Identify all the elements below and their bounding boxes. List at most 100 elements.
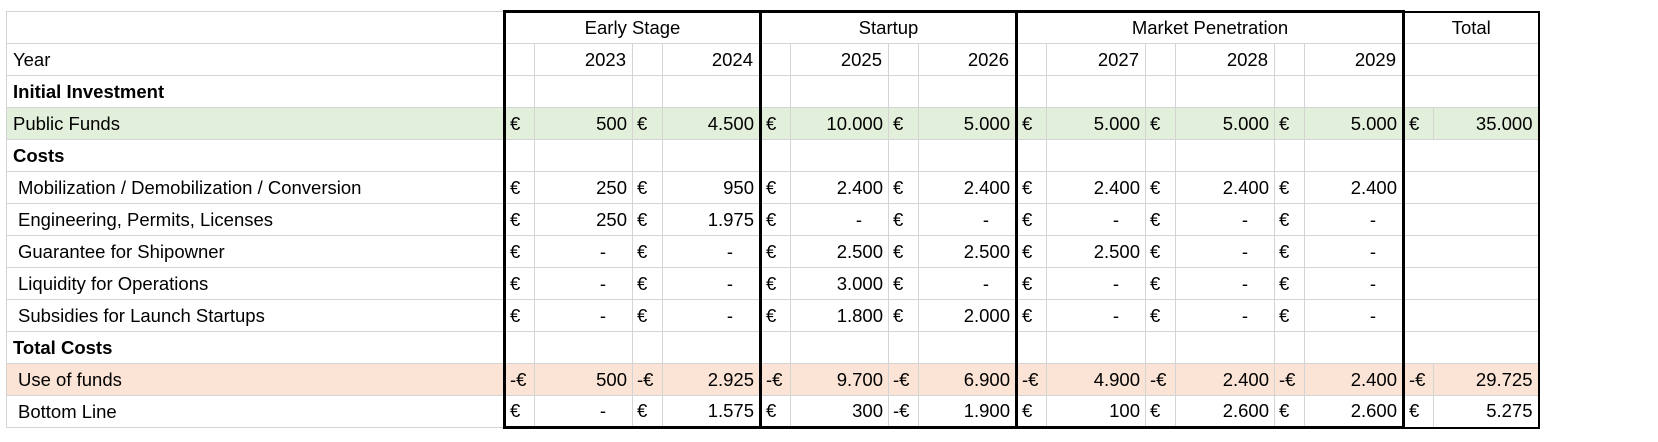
- currency-cell: €: [503, 395, 535, 429]
- currency-cell: €: [503, 171, 535, 204]
- currency-cell: €: [503, 203, 535, 236]
- currency-cell: -€: [759, 363, 791, 396]
- empty-cell: [1304, 139, 1405, 172]
- empty-cell: [918, 139, 1018, 172]
- value-cell: 950: [662, 171, 762, 204]
- currency-cell: €: [1145, 395, 1176, 429]
- currency-cell: €: [1274, 299, 1305, 332]
- currency-cell: €: [632, 107, 663, 140]
- currency-cell: €: [503, 107, 535, 140]
- total-currency-cell: €: [1402, 107, 1434, 140]
- row-subsidies: Subsidies for Launch Startups € - € - €1.800 €…: [6, 299, 1540, 332]
- empty-cell: [534, 139, 633, 172]
- year-cur-spacer: [503, 43, 535, 76]
- value-cell: 1.900: [918, 395, 1018, 429]
- year-2028: 2028: [1175, 43, 1275, 76]
- year-2027: 2027: [1046, 43, 1146, 76]
- row-mobilization: Mobilization / Demobilization / Conversi…: [6, 171, 1540, 204]
- value-cell: 2.000: [918, 299, 1018, 332]
- currency-cell: €: [1015, 395, 1047, 429]
- empty-cell: [888, 139, 919, 172]
- value-cell: -: [1304, 235, 1405, 268]
- row-public_funds: Public Funds €500 €4.500 €10.000 €5.000 €5.00…: [6, 107, 1540, 140]
- value-cell: 5.000: [918, 107, 1018, 140]
- value-cell: 9.700: [790, 363, 889, 396]
- row-label-engineering: Engineering, Permits, Licenses: [6, 203, 505, 236]
- value-cell: 2.600: [1304, 395, 1405, 429]
- currency-cell: €: [888, 203, 919, 236]
- currency-cell: €: [1015, 203, 1047, 236]
- value-cell: -: [534, 299, 633, 332]
- value-cell: 500: [534, 363, 633, 396]
- year-2025: 2025: [790, 43, 889, 76]
- value-cell: -: [534, 267, 633, 300]
- empty-cell: [918, 75, 1018, 108]
- currency-cell: €: [888, 235, 919, 268]
- value-cell: 2.925: [662, 363, 762, 396]
- empty-cell: [632, 139, 663, 172]
- value-cell: 5.000: [1304, 107, 1405, 140]
- value-cell: 2.400: [1304, 171, 1405, 204]
- value-cell: -: [1175, 203, 1275, 236]
- corner-cell: [6, 11, 505, 44]
- value-cell: -: [1175, 299, 1275, 332]
- empty-cell: [632, 75, 663, 108]
- value-cell: 2.400: [1175, 171, 1275, 204]
- currency-cell: €: [1274, 107, 1305, 140]
- currency-cell: €: [1274, 171, 1305, 204]
- row-use_of_funds: Use of funds -€ 500 -€ 2.925 -€ 9.700 -€ 6.900 -€…: [6, 363, 1540, 396]
- empty-cell: [759, 139, 791, 172]
- value-cell: -: [534, 235, 633, 268]
- row-label-subsidies: Subsidies for Launch Startups: [6, 299, 505, 332]
- empty-cell: [790, 139, 889, 172]
- empty-cell: [790, 331, 889, 364]
- value-cell: 1.800: [790, 299, 889, 332]
- group-header-1: Startup: [759, 10, 1018, 44]
- total-value-cell: 35.000: [1433, 107, 1540, 140]
- total-empty: [1402, 139, 1540, 172]
- empty-cell: [1304, 331, 1405, 364]
- section-label-total_costs: Total Costs: [6, 331, 505, 364]
- empty-cell: [503, 139, 535, 172]
- value-cell: 6.900: [918, 363, 1018, 396]
- section-row-total_costs: Total Costs: [6, 331, 1540, 364]
- currency-cell: €: [503, 235, 535, 268]
- empty-cell: [790, 75, 889, 108]
- value-cell: -: [1304, 299, 1405, 332]
- currency-cell: €: [632, 299, 663, 332]
- currency-cell: €: [632, 203, 663, 236]
- currency-cell: €: [759, 203, 791, 236]
- currency-cell: €: [1274, 235, 1305, 268]
- empty-cell: [1015, 139, 1047, 172]
- empty-cell: [1175, 331, 1275, 364]
- empty-cell: [1274, 139, 1305, 172]
- value-cell: 4.500: [662, 107, 762, 140]
- value-cell: -: [662, 267, 762, 300]
- currency-cell: -€: [888, 363, 919, 396]
- currency-cell: €: [1015, 267, 1047, 300]
- empty-cell: [888, 75, 919, 108]
- year-2026: 2026: [918, 43, 1018, 76]
- currency-cell: €: [759, 235, 791, 268]
- empty-cell: [534, 331, 633, 364]
- total-value-cell: 5.275: [1433, 395, 1540, 429]
- currency-cell: €: [1015, 299, 1047, 332]
- total-empty: [1402, 299, 1540, 332]
- currency-cell: €: [1145, 107, 1176, 140]
- empty-cell: [1304, 75, 1405, 108]
- value-cell: -: [790, 203, 889, 236]
- value-cell: 1.575: [662, 395, 762, 429]
- value-cell: -: [534, 395, 633, 429]
- value-cell: -: [1304, 267, 1405, 300]
- currency-cell: €: [759, 395, 791, 429]
- total-header: Total: [1402, 10, 1540, 44]
- currency-cell: €: [888, 267, 919, 300]
- section-row-initial_investment: Initial Investment: [6, 75, 1540, 108]
- group-header-2: Market Penetration: [1015, 10, 1405, 44]
- section-label-initial_investment: Initial Investment: [6, 75, 505, 108]
- total-empty: [1402, 331, 1540, 364]
- value-cell: -: [1046, 299, 1146, 332]
- value-cell: 5.000: [1046, 107, 1146, 140]
- value-cell: -: [1175, 235, 1275, 268]
- value-cell: 1.975: [662, 203, 762, 236]
